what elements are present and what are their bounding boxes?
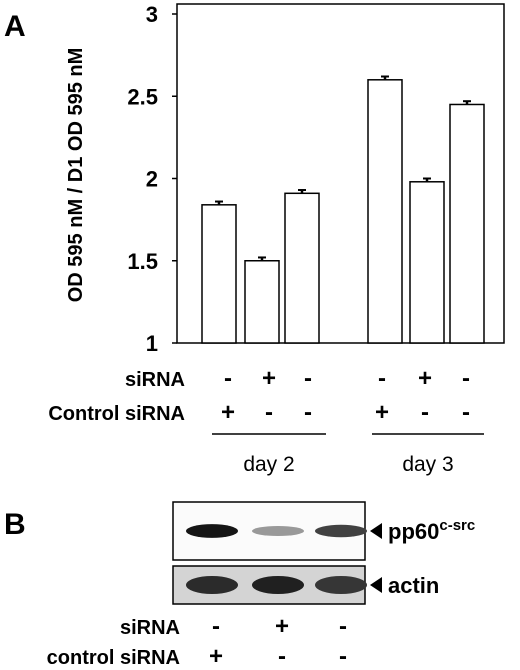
- y-tick-label: 2.5: [127, 84, 158, 109]
- sign-cell: -: [339, 643, 347, 670]
- arrowhead-icon: [370, 523, 382, 539]
- sign-cell: -: [378, 365, 386, 392]
- y-axis-ticks: 1 1.5 2 2.5 3: [127, 2, 177, 356]
- plot-frame: [176, 3, 505, 344]
- sign-row-label: siRNA: [125, 369, 185, 391]
- bar: [449, 103, 485, 344]
- bar: [201, 204, 237, 344]
- group-label: day 2: [243, 453, 294, 476]
- panel-b-letter: B: [4, 508, 26, 541]
- bar: [284, 192, 320, 344]
- sign-row-label: control siRNA: [47, 647, 180, 669]
- sign-cell: +: [275, 613, 289, 640]
- blot-band: [252, 576, 304, 594]
- panel-a-letter: A: [4, 10, 26, 43]
- sign-cell: +: [418, 365, 432, 392]
- blot-label-text: actin: [388, 573, 439, 598]
- arrowhead-icon: [370, 577, 382, 593]
- y-tick-label: 2: [146, 167, 158, 192]
- sign-cell: -: [224, 365, 232, 392]
- sign-row-label: Control siRNA: [48, 403, 185, 425]
- blot-band: [252, 525, 304, 537]
- y-tick-label: 1.5: [127, 249, 158, 274]
- sign-cell: +: [375, 399, 389, 426]
- blot-label: pp60c-src: [388, 517, 475, 544]
- blot-label-text: pp60: [388, 519, 439, 544]
- blot-label-superscript: c-src: [439, 517, 475, 534]
- sign-cell: +: [262, 365, 276, 392]
- blot-band: [315, 524, 367, 538]
- blot-band: [186, 524, 238, 538]
- day-group-labels: day 2 day 3: [212, 433, 484, 476]
- sign-cell: -: [304, 365, 312, 392]
- sign-cell: -: [278, 643, 286, 670]
- y-tick-label: 1: [146, 331, 158, 356]
- sign-cell: -: [212, 613, 220, 640]
- sign-cell: +: [221, 399, 235, 426]
- sign-cell: -: [339, 613, 347, 640]
- blot-band: [315, 576, 367, 594]
- panel-a-sign-table: siRNA - + - - + - Control siRNA + - - + - -: [48, 365, 470, 426]
- sign-cell: -: [462, 399, 470, 426]
- blot-band: [186, 576, 238, 594]
- blot-label: actin: [388, 573, 439, 598]
- sign-cell: -: [265, 399, 273, 426]
- western-blot: pp60c-src actin: [172, 501, 475, 605]
- sign-cell: -: [462, 365, 470, 392]
- bar: [409, 181, 445, 344]
- sign-cell: -: [421, 399, 429, 426]
- panel-b-sign-table: siRNA - + - control siRNA + - -: [47, 613, 347, 670]
- y-axis-label: OD 595 nM / D1 OD 595 nM: [65, 48, 87, 303]
- bar-series: [201, 75, 485, 344]
- sign-cell: -: [304, 399, 312, 426]
- sign-row-label: siRNA: [120, 617, 180, 639]
- bar: [367, 79, 403, 344]
- sign-cell: +: [209, 643, 223, 670]
- bar: [244, 260, 280, 344]
- y-tick-label: 3: [146, 2, 158, 27]
- group-label: day 3: [402, 453, 453, 476]
